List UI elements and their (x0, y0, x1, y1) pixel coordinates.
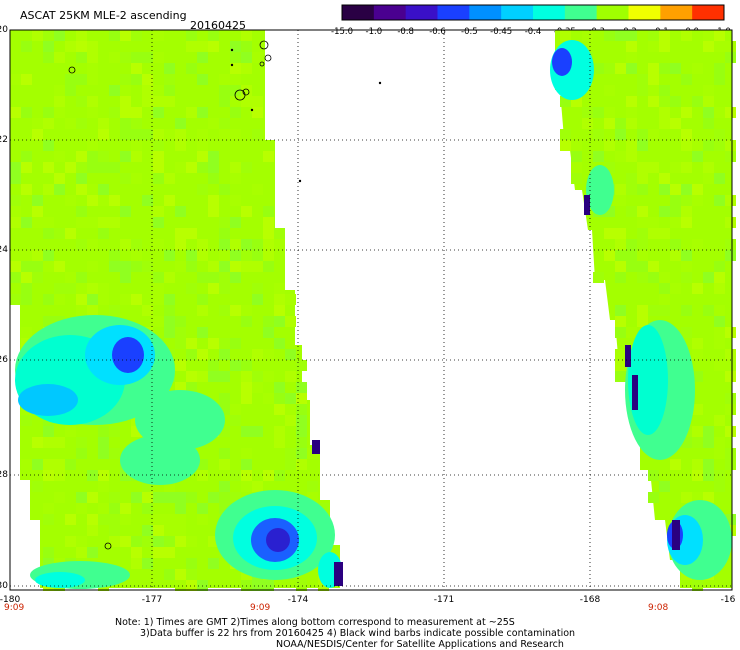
colorbar-segment (469, 5, 502, 20)
cyan-region (35, 572, 85, 588)
blue-core (112, 337, 144, 373)
lon-label-171: -171 (433, 595, 455, 605)
colorbar-segment (596, 5, 629, 20)
colorbar-tick-label: -0.8 (397, 27, 414, 37)
cyan-region (18, 384, 78, 416)
note-line-1: Note: 1) Times are GMT 2)Times along bot… (115, 617, 515, 628)
note-line-2: 3)Data buffer is 22 hrs from 20160425 4)… (140, 628, 576, 639)
colorbar-tick-label: -1.0 (365, 27, 383, 37)
swath-time-1: 9:09 (4, 603, 25, 613)
contamination-cell (312, 440, 320, 454)
colorbar-segment (660, 5, 693, 20)
blue-core (266, 528, 290, 552)
map-title: ASCAT 25KM MLE-2 ascending (20, 9, 187, 22)
colorbar-segment (692, 5, 725, 20)
contamination-cell (632, 375, 638, 410)
colorbar-tick-label: -0.6 (429, 27, 446, 37)
lat-label-30: -30 (0, 581, 8, 591)
contamination-cell (672, 520, 680, 550)
note-line-3: NOAA/NESDIS/Center for Satellite Applica… (276, 639, 564, 650)
map-frame (9, 29, 733, 591)
lat-label-20: -20 (0, 25, 8, 35)
lat-label-26: -26 (0, 355, 8, 365)
lon-label-168: -168 (579, 595, 601, 605)
swath-time-2: 9:09 (250, 603, 271, 613)
contamination-cell (584, 195, 590, 215)
contamination-cell (334, 572, 343, 586)
lon-label-174: -174 (287, 595, 309, 605)
lat-label-28: -28 (0, 470, 8, 480)
colorbar-segment (533, 5, 566, 20)
blue-core (552, 48, 572, 76)
lat-label-24: -24 (0, 245, 8, 255)
map-canvas (9, 29, 736, 591)
cyan-region (586, 165, 614, 215)
map-date: 20160425 (190, 19, 246, 32)
colorbar-segment (564, 5, 598, 20)
colorbar-segment (437, 5, 470, 20)
cyan-region (120, 435, 200, 485)
swath-time-3: 9:08 (648, 603, 669, 613)
colorbar-segment (342, 5, 375, 20)
colorbar-segment (628, 5, 661, 20)
contamination-cell (625, 345, 631, 367)
colorbar-segment (373, 5, 407, 20)
colorbar-tick-label: -15.0 (331, 27, 353, 37)
colorbar (341, 4, 725, 21)
colorbar-segment (501, 5, 534, 20)
island-outlines (68, 40, 272, 550)
lon-label-177: -177 (141, 595, 163, 605)
lon-label-16: -16 (720, 595, 736, 605)
lon-label-180: -180 (0, 595, 21, 605)
colorbar-segment (405, 5, 438, 20)
colorbar-tick-label: -0.5 (461, 27, 478, 37)
lat-label-22: -22 (0, 135, 8, 145)
colorbar-tick-label: -0.4 (524, 27, 542, 37)
contamination-cell (334, 562, 343, 572)
cyan-region (135, 390, 225, 450)
colorbar-tick-label: -0.45 (490, 27, 513, 37)
